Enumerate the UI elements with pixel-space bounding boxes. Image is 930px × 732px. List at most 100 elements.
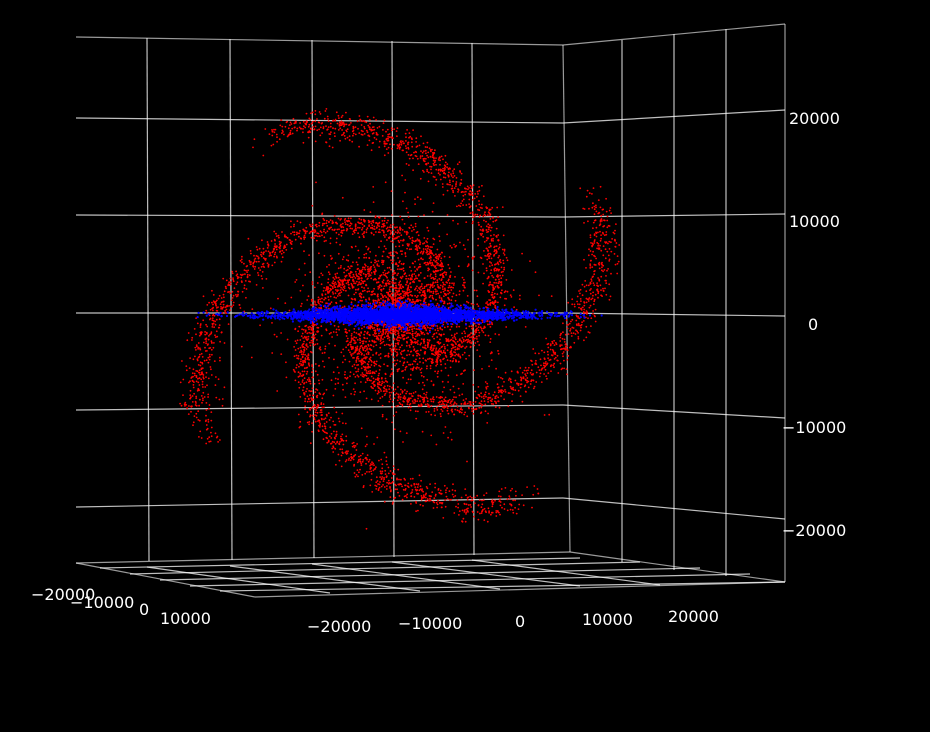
red-point (438, 396, 441, 399)
red-point (303, 367, 306, 370)
red-point (421, 293, 424, 296)
red-point (524, 373, 527, 375)
red-point (492, 237, 494, 240)
red-point (416, 285, 418, 288)
red-point (348, 272, 350, 275)
red-point (303, 340, 305, 343)
red-point (415, 296, 418, 299)
red-point (280, 332, 282, 334)
red-point (316, 339, 318, 341)
red-point (410, 286, 412, 289)
gridline-horizontal (75, 497, 564, 508)
red-point (304, 122, 307, 125)
red-point (454, 338, 457, 341)
red-point (408, 164, 410, 167)
red-point (455, 403, 458, 405)
red-point (449, 431, 452, 434)
red-point (562, 322, 564, 325)
red-point (365, 356, 368, 359)
red-point (499, 274, 501, 277)
red-point (489, 302, 491, 305)
red-point (369, 484, 372, 487)
red-point (416, 366, 418, 369)
red-point (329, 237, 332, 240)
red-point (411, 241, 413, 244)
red-point (312, 120, 314, 123)
red-point (480, 203, 483, 206)
red-point (361, 286, 363, 289)
red-point (525, 369, 528, 372)
red-point (309, 394, 311, 397)
red-point (363, 374, 366, 377)
red-point (310, 328, 313, 331)
red-point (426, 226, 429, 229)
red-point (347, 259, 350, 262)
red-point (408, 136, 410, 139)
red-point (302, 328, 305, 331)
red-point (380, 274, 383, 276)
red-point (311, 283, 314, 286)
red-point (401, 403, 404, 406)
red-point (279, 251, 281, 253)
red-point (478, 344, 481, 346)
red-point (323, 418, 325, 421)
red-point (484, 254, 487, 257)
red-point (406, 247, 408, 250)
red-point (480, 257, 483, 260)
red-point (198, 369, 201, 372)
red-point (391, 286, 394, 289)
red-point (591, 297, 594, 300)
red-point (258, 260, 260, 263)
red-point (388, 385, 391, 388)
red-point (405, 277, 407, 280)
red-point (597, 277, 599, 279)
red-point (298, 362, 301, 365)
red-point (570, 335, 573, 337)
red-point (446, 407, 449, 409)
red-point (311, 300, 313, 303)
red-point (364, 263, 366, 266)
red-point (365, 370, 368, 372)
red-point (425, 329, 428, 332)
red-point (438, 403, 441, 406)
red-point (311, 422, 313, 424)
red-point (334, 388, 337, 390)
red-point (436, 372, 439, 375)
red-point (353, 472, 356, 474)
red-point (382, 229, 384, 232)
red-point (366, 337, 369, 340)
red-point (417, 343, 419, 345)
red-point (335, 301, 337, 304)
red-point (592, 250, 594, 253)
red-point (409, 350, 412, 353)
red-point (410, 153, 413, 156)
red-point (205, 309, 208, 312)
red-point (400, 287, 403, 290)
red-point (373, 270, 375, 273)
red-point (401, 344, 403, 347)
red-point (614, 246, 617, 248)
red-point (349, 343, 352, 346)
red-point (396, 370, 399, 373)
red-point (328, 221, 330, 224)
red-point (607, 254, 610, 257)
red-point (479, 214, 482, 217)
red-point (430, 290, 433, 293)
red-point (494, 299, 497, 302)
red-point (387, 271, 390, 274)
red-point (415, 331, 418, 333)
red-point (434, 486, 436, 489)
red-point (363, 333, 365, 336)
red-point (316, 129, 319, 132)
red-point (370, 473, 373, 475)
red-point (381, 294, 384, 297)
red-point (350, 297, 353, 300)
red-point (206, 304, 209, 306)
red-point (587, 331, 590, 333)
red-point (342, 388, 344, 391)
red-point (378, 369, 381, 371)
red-point (371, 340, 374, 343)
red-point (305, 381, 308, 384)
red-point (366, 332, 369, 335)
